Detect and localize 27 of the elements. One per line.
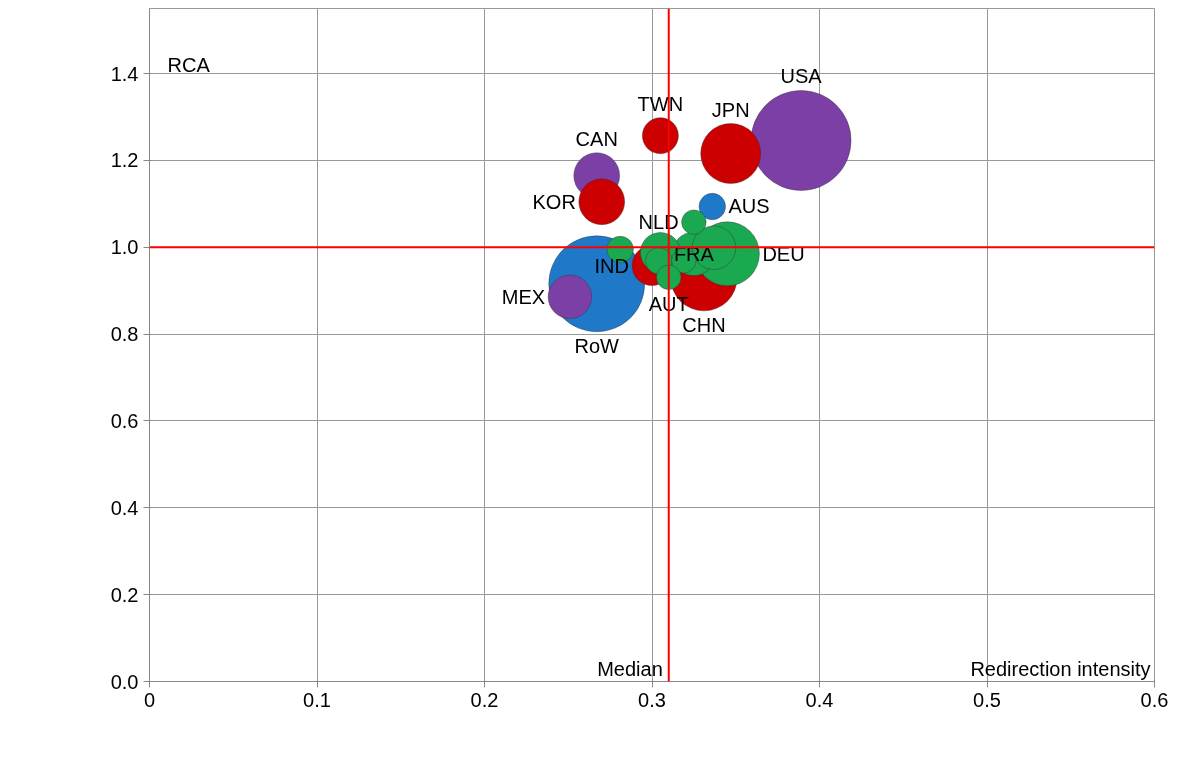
series-label: CHN [682,313,726,336]
y-tick-label: 0.6 [110,409,139,432]
series-label: MEX [501,285,546,308]
y-tick-label: 0.8 [110,323,139,346]
x-tick-label: 0.5 [973,688,1001,711]
x-tick-label: 0 [143,688,156,711]
ref-line-label: Median [597,657,663,680]
series-label: RoW [574,334,620,357]
y-tick-label: 0.0 [110,670,139,693]
x-axis-title: Redirection intensity [970,657,1151,680]
y-tick-label: 1.2 [110,149,139,172]
series-label: CAN [575,127,618,150]
x-tick-label: 0.4 [805,688,834,711]
series-label: JPN [711,98,750,121]
series-label: KOR [532,190,576,213]
y-tick-label: 1.4 [110,62,139,85]
y-tick-label: 0.4 [110,496,139,519]
x-tick-label: 0.6 [1140,688,1169,711]
y-tick-label: 1.0 [110,236,139,259]
y-axis-title: RCA [167,53,211,76]
x-tick-label: 0.3 [638,688,666,711]
x-tick-label: 0.2 [470,688,499,711]
series-label: USA [780,65,823,88]
x-tick-label: 0.1 [303,688,331,711]
series-label: AUS [728,195,770,218]
series-label: IND [594,254,630,277]
y-tick-label: 0.2 [110,583,139,606]
